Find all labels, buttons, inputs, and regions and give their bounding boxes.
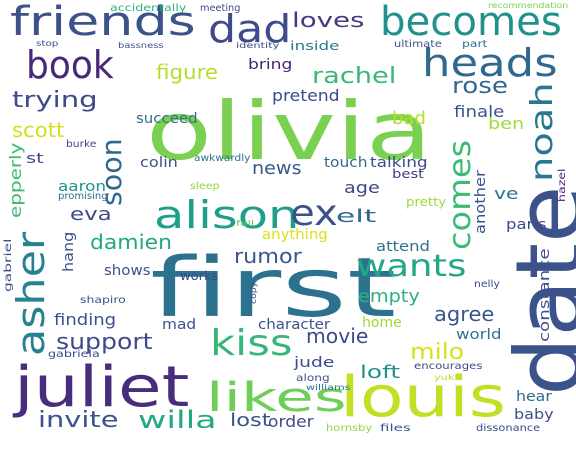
word-empty: empty [358, 286, 420, 307]
word-likes: likes [206, 375, 347, 421]
word-best: best [392, 167, 424, 181]
word-baby: baby [514, 407, 554, 423]
word-meeting: meeting [200, 3, 241, 14]
word-friends: friends [10, 0, 196, 45]
word-another: another [473, 170, 489, 234]
word-part: part [462, 39, 488, 50]
word-juliet: juliet [14, 355, 190, 420]
word-hornsby: hornsby [326, 423, 373, 434]
word-bring: bring [248, 57, 293, 73]
word-scott: scott [12, 118, 65, 142]
word-stop: stop [36, 39, 59, 48]
word-ve: ve [494, 184, 519, 203]
word-louis: louis [340, 365, 507, 430]
word-support: support [56, 330, 153, 355]
word-gabriela: gabriela [48, 349, 100, 360]
word-finding: finding [54, 310, 117, 329]
word-bassness: bassness [118, 41, 164, 50]
word-age: age [344, 178, 380, 197]
word-order: order [268, 412, 314, 431]
word-inside: inside [290, 39, 340, 53]
word-news: news [252, 158, 302, 179]
word-attend: attend [376, 239, 430, 255]
word-heads: heads [422, 41, 558, 85]
word-rachel: rachel [312, 64, 397, 89]
word-pretty: pretty [406, 195, 447, 209]
word-movie: movie [306, 324, 369, 348]
word-world: world [456, 327, 502, 343]
word-constance: constance [537, 248, 553, 342]
word-willa: willa [138, 406, 217, 434]
word-asher: asher [9, 231, 53, 356]
word-kiss: kiss [210, 323, 293, 364]
word-yuki: yuki [434, 373, 458, 382]
word-character: character [258, 317, 331, 333]
word-shapiro: shapiro [80, 295, 126, 306]
word-milo: milo [410, 340, 465, 365]
word-first: first [150, 241, 397, 336]
word-becomes: becomes [380, 0, 562, 45]
word-copy: copy [249, 281, 258, 304]
word-jude: jude [294, 355, 335, 371]
word-noah: noah [525, 82, 560, 182]
word-files: files [380, 423, 411, 434]
word-williams: williams [306, 383, 351, 392]
word-rumor: rumor [234, 244, 302, 268]
word-elt: elt [336, 206, 377, 227]
word-aaron: aaron [58, 179, 107, 195]
word-identity: identity [236, 41, 280, 50]
word-hang: hang [61, 231, 77, 272]
word-fall: fall [236, 219, 255, 228]
word-accidentally: accidentally [110, 3, 187, 14]
word-encourages: encourages [414, 361, 483, 372]
word-shows: shows [104, 263, 151, 279]
word-trying: trying [12, 88, 98, 113]
word-talking: talking [370, 155, 428, 171]
word-agree: agree [434, 302, 495, 326]
word-ex: ex [290, 193, 338, 234]
word-succeed: succeed [136, 111, 198, 127]
word-comes: comes [443, 139, 478, 250]
word-lost: lost [230, 410, 271, 431]
word-book: book [26, 43, 114, 87]
word-nelly: nelly [474, 279, 500, 290]
word-finale: finale [454, 102, 505, 121]
word-paris: paris [506, 217, 547, 233]
word-wants: wants [356, 249, 467, 284]
word-bad: bad [392, 108, 426, 129]
word-rose: rose [452, 74, 509, 99]
word-gabriel: gabriel [3, 238, 14, 292]
word-touch: touch [324, 155, 368, 171]
word-figure: figure [156, 60, 219, 84]
word-recommendation: recommendation [488, 1, 569, 10]
word-ben: ben [488, 114, 525, 133]
word-awkwardly: awkwardly [194, 153, 251, 164]
word-promising: promising [58, 191, 108, 202]
word-eva: eva [70, 204, 112, 225]
word-olivia: olivia [146, 85, 432, 178]
word-along: along [296, 373, 330, 384]
word-colin: colin [140, 155, 178, 171]
word-hazel: hazel [557, 168, 568, 202]
word-damien: damien [90, 230, 172, 254]
word-anything: anything [262, 227, 328, 243]
word-dad: dad [208, 7, 292, 51]
word-pretend: pretend [272, 86, 340, 105]
word-loft: loft [360, 362, 401, 383]
word-st: st [26, 151, 44, 167]
word-invite: invite [38, 408, 119, 433]
word-sleep: sleep [190, 181, 220, 192]
word-dissonance: dissonance [476, 423, 541, 434]
word-alison: alison [154, 193, 300, 237]
word-burke: burke [66, 139, 97, 150]
word-works: works [180, 269, 219, 283]
word-mad: mad [162, 317, 197, 333]
word-home: home [362, 315, 402, 331]
word-loves: loves [292, 8, 365, 32]
word-epperly: epperly [6, 142, 25, 218]
word-hear: hear [516, 389, 552, 405]
word-ultimate: ultimate [394, 39, 442, 50]
